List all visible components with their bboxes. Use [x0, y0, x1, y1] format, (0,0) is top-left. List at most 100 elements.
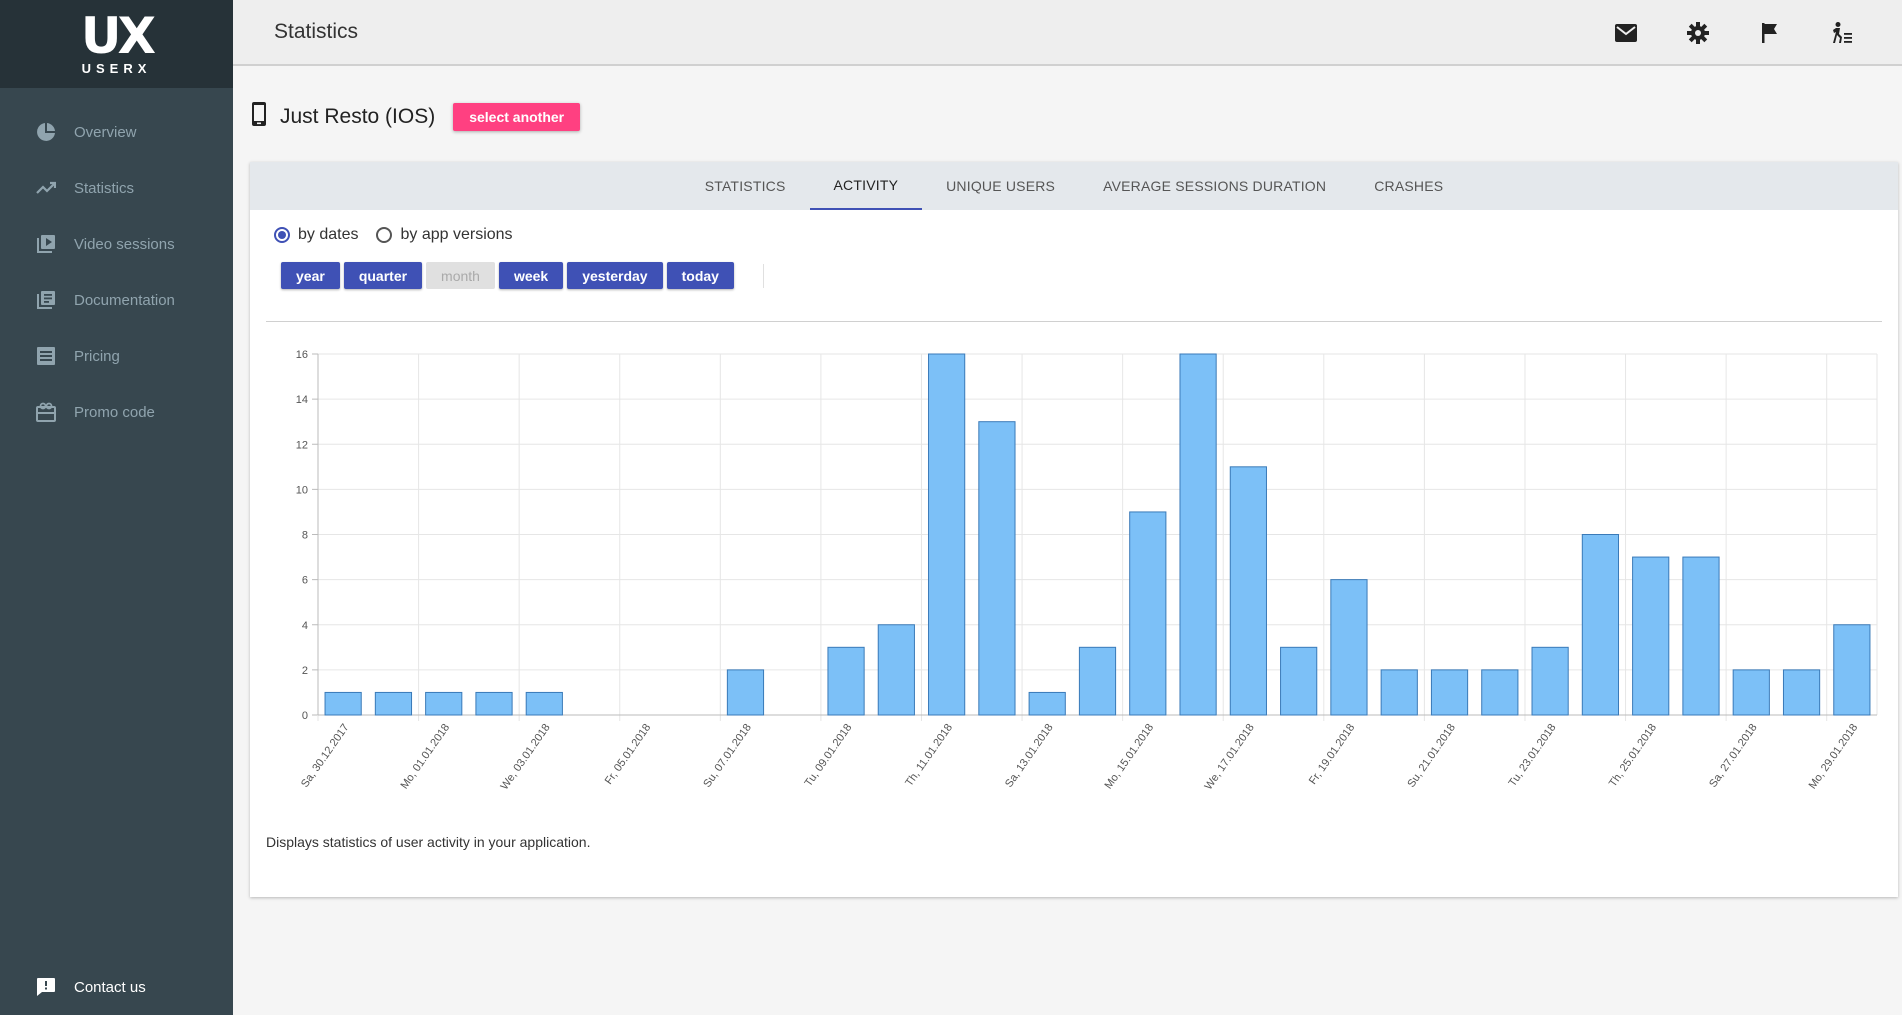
- exit-run-icon[interactable]: [1830, 21, 1854, 45]
- x-tick-label: Mo, 29.01.2018: [1807, 722, 1861, 792]
- tab-statistics[interactable]: STATISTICS: [704, 178, 786, 194]
- contact-us-label: Contact us: [74, 978, 146, 996]
- sidebar-item-label: Promo code: [74, 403, 155, 421]
- pie-chart-icon: [36, 122, 56, 142]
- gear-icon[interactable]: [1686, 21, 1710, 45]
- gift-card-icon: [36, 402, 56, 422]
- chart-bar: [1632, 556, 1670, 716]
- activity-bar-chart: 0 2 4 6 8 10 12 14 16 Sa, 30.12.2017 Mo, 01.01.201…: [296, 349, 1878, 792]
- radio-circle-checked[interactable]: [274, 227, 290, 243]
- y-tick-label: 6: [302, 575, 308, 587]
- x-tick-label: Sa, 13.01.2018: [1003, 722, 1056, 790]
- tab-activity[interactable]: ACTIVITY: [809, 162, 923, 210]
- x-tick-label: Fr, 05.01.2018: [603, 722, 654, 787]
- chart-bar: [1380, 669, 1418, 716]
- chart-bar: [1028, 691, 1066, 716]
- x-tick-label: Th, 11.01.2018: [903, 722, 955, 789]
- chart-bar: [374, 691, 413, 716]
- chart-bar: [475, 691, 513, 716]
- page-title: Statistics: [274, 20, 359, 43]
- mail-icon[interactable]: [1614, 21, 1638, 45]
- chart-bar: [1481, 669, 1519, 716]
- chart-bar: [525, 691, 563, 716]
- chart-bar: [1531, 646, 1569, 716]
- tab-average-sessions-duration[interactable]: AVERAGE SESSIONS DURATION: [1103, 178, 1327, 194]
- x-tick-label: Su, 07.01.2018: [701, 722, 754, 790]
- contact-us-link[interactable]: Contact us: [0, 959, 233, 1015]
- trending-up-icon: [36, 178, 56, 198]
- x-tick-label: Th, 25.01.2018: [1607, 722, 1659, 790]
- x-tick-label: Fr, 19.01.2018: [1307, 722, 1358, 787]
- sidebar-item-promo-code[interactable]: Promo code: [0, 384, 233, 440]
- period-month-button: month: [426, 262, 495, 289]
- phone-icon: [252, 102, 266, 131]
- chart-bar: [1129, 511, 1167, 716]
- divider: [266, 321, 1882, 322]
- sidebar-item-label: Statistics: [74, 179, 135, 197]
- sidebar: UX USERX Overview Statistics Video sessi…: [0, 0, 233, 1015]
- sidebar-nav: Overview Statistics Video sessions Docum…: [0, 104, 233, 440]
- tab-crashes[interactable]: CRASHES: [1374, 178, 1444, 194]
- x-tick-label: Mo, 01.01.2018: [399, 722, 453, 792]
- chart-bar: [726, 669, 765, 716]
- period-yesterday-button[interactable]: yesterday: [567, 262, 663, 289]
- chart-bar: [827, 646, 865, 716]
- y-tick-label: 0: [302, 710, 308, 722]
- chart-bar: [1833, 624, 1871, 716]
- sidebar-item-pricing[interactable]: Pricing: [0, 328, 233, 384]
- logo-mark: UX: [80, 6, 156, 65]
- sidebar-item-label: Video sessions: [74, 235, 175, 253]
- x-tick-label: We, 17.01.2018: [1203, 722, 1257, 792]
- x-tick-label: Tu, 09.01.2018: [802, 722, 854, 789]
- sidebar-item-video-sessions[interactable]: Video sessions: [0, 216, 233, 272]
- x-tick-label: Sa, 30.12.2017: [299, 722, 352, 790]
- chart-bar: [1581, 534, 1620, 716]
- y-tick-label: 14: [296, 394, 308, 406]
- chart-bar: [1682, 556, 1720, 716]
- feedback-icon: [36, 977, 56, 997]
- y-tick-label: 2: [302, 665, 308, 677]
- app-name: Just Resto (IOS): [280, 104, 436, 128]
- radio-circle[interactable]: [376, 227, 393, 243]
- sidebar-item-label: Pricing: [74, 347, 120, 365]
- sidebar-item-label: Documentation: [74, 291, 175, 309]
- x-tick-label: Tu, 23.01.2018: [1507, 722, 1559, 789]
- radio-by-dates-label: by dates: [298, 226, 359, 243]
- period-year-button[interactable]: year: [281, 262, 340, 289]
- sidebar-item-documentation[interactable]: Documentation: [0, 272, 233, 328]
- chart-bar: [978, 421, 1016, 716]
- radio-by-dates[interactable]: by dates: [274, 226, 358, 244]
- y-tick-label: 16: [296, 349, 308, 361]
- period-quarter-button[interactable]: quarter: [343, 262, 423, 289]
- chart-bar: [425, 691, 463, 716]
- sidebar-item-statistics[interactable]: Statistics: [0, 160, 233, 216]
- y-tick-label: 8: [302, 530, 308, 542]
- chart-bar: [877, 624, 915, 716]
- x-tick-label: Mo, 15.01.2018: [1103, 722, 1157, 792]
- library-books-icon: [36, 290, 56, 310]
- grouping-radio-group: by dates by app versions: [274, 226, 531, 244]
- chart-bar: [1078, 646, 1117, 716]
- tab-bar: STATISTICS ACTIVITY UNIQUE USERS AVERAGE…: [250, 162, 1898, 210]
- period-week-button[interactable]: week: [498, 262, 564, 289]
- chart-caption: Displays statistics of user activity in …: [266, 834, 591, 850]
- period-today-button[interactable]: today: [666, 262, 734, 289]
- x-tick-label: Su, 21.01.2018: [1405, 722, 1458, 790]
- y-tick-label: 4: [302, 620, 308, 632]
- chart-bar: [324, 691, 362, 716]
- logo[interactable]: UX USERX: [0, 0, 233, 88]
- y-tick-label: 12: [296, 439, 308, 451]
- flag-icon[interactable]: [1758, 21, 1782, 45]
- x-tick-label: We, 03.01.2018: [498, 722, 552, 792]
- logo-text: USERX: [81, 60, 152, 76]
- period-button-group: year quarter month week yesterday today: [281, 262, 738, 289]
- radio-by-app-versions[interactable]: by app versions: [376, 226, 513, 244]
- chart-bar: [1229, 466, 1267, 716]
- tab-unique-users[interactable]: UNIQUE USERS: [946, 178, 1056, 194]
- select-another-button[interactable]: select another: [453, 102, 581, 131]
- chart-bar: [1732, 669, 1770, 716]
- radio-by-app-versions-label: by app versions: [400, 226, 513, 243]
- sidebar-item-overview[interactable]: Overview: [0, 104, 233, 160]
- app-selector-row: Just Resto (IOS) select another: [252, 102, 581, 131]
- statistics-card: STATISTICS ACTIVITY UNIQUE USERS AVERAGE…: [250, 162, 1898, 897]
